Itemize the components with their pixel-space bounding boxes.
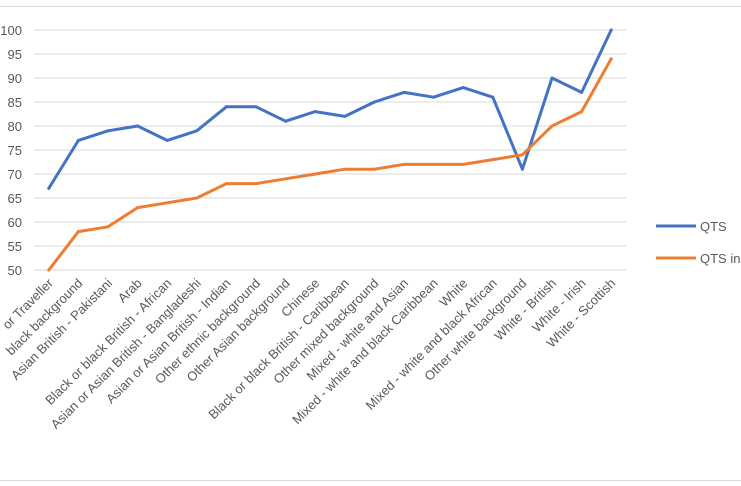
data-point-1-6 — [224, 182, 228, 186]
data-point-0-16 — [520, 167, 524, 171]
data-point-1-12 — [402, 162, 406, 166]
data-point-1-16 — [520, 153, 524, 157]
series-line-0 — [47, 28, 613, 190]
data-point-1-14 — [461, 162, 465, 166]
y-tick-label: 100 — [0, 23, 22, 38]
y-axis-tick-labels: 50 55 60 65 70 75 80 85 90 95 100 — [0, 23, 22, 278]
data-point-1-0 — [47, 268, 51, 272]
data-point-1-2 — [106, 225, 110, 229]
data-point-0-19 — [609, 28, 613, 32]
data-point-0-2 — [106, 129, 110, 133]
data-point-1-15 — [491, 158, 495, 162]
data-point-1-9 — [313, 172, 317, 176]
data-point-0-5 — [195, 129, 199, 133]
data-point-0-10 — [343, 114, 347, 118]
data-point-0-15 — [491, 95, 495, 99]
legend-label-0: QTS — [700, 219, 727, 234]
data-point-0-17 — [550, 76, 554, 80]
y-tick-label: 75 — [8, 143, 22, 158]
data-point-0-0 — [47, 186, 51, 190]
data-point-0-4 — [165, 138, 169, 142]
data-point-1-7 — [254, 182, 258, 186]
series-lines — [47, 28, 613, 272]
data-point-0-11 — [372, 100, 376, 104]
data-point-1-11 — [372, 167, 376, 171]
data-point-1-5 — [195, 196, 199, 200]
y-tick-label: 95 — [8, 47, 22, 62]
y-tick-label: 90 — [8, 71, 22, 86]
data-point-0-7 — [254, 105, 258, 109]
y-tick-label: 80 — [8, 119, 22, 134]
gridlines — [34, 29, 626, 271]
legend-label-1: QTS in — [700, 251, 740, 266]
chart-frame-top — [0, 6, 741, 7]
data-point-1-18 — [580, 110, 584, 114]
data-point-0-13 — [432, 95, 436, 99]
data-point-1-4 — [165, 201, 169, 205]
data-point-1-8 — [284, 177, 288, 181]
series-line-1 — [47, 57, 613, 272]
chart-frame-bottom — [0, 480, 741, 481]
data-point-1-1 — [76, 230, 80, 234]
y-tick-label: 60 — [8, 215, 22, 230]
data-point-0-9 — [313, 110, 317, 114]
data-point-0-1 — [76, 138, 80, 142]
data-point-0-14 — [461, 86, 465, 90]
data-point-0-3 — [136, 124, 140, 128]
data-point-1-10 — [343, 167, 347, 171]
y-tick-label: 65 — [8, 191, 22, 206]
data-point-0-6 — [224, 105, 228, 109]
data-point-0-12 — [402, 90, 406, 94]
data-point-1-19 — [609, 57, 613, 61]
data-point-1-17 — [550, 124, 554, 128]
y-tick-label: 70 — [8, 167, 22, 182]
data-point-1-13 — [432, 162, 436, 166]
legend: QTS QTS in — [656, 219, 740, 266]
y-tick-label: 55 — [8, 239, 22, 254]
y-tick-label: 85 — [8, 95, 22, 110]
y-tick-label: 50 — [8, 263, 22, 278]
data-point-1-3 — [136, 206, 140, 210]
data-point-0-8 — [284, 119, 288, 123]
data-point-0-18 — [580, 90, 584, 94]
